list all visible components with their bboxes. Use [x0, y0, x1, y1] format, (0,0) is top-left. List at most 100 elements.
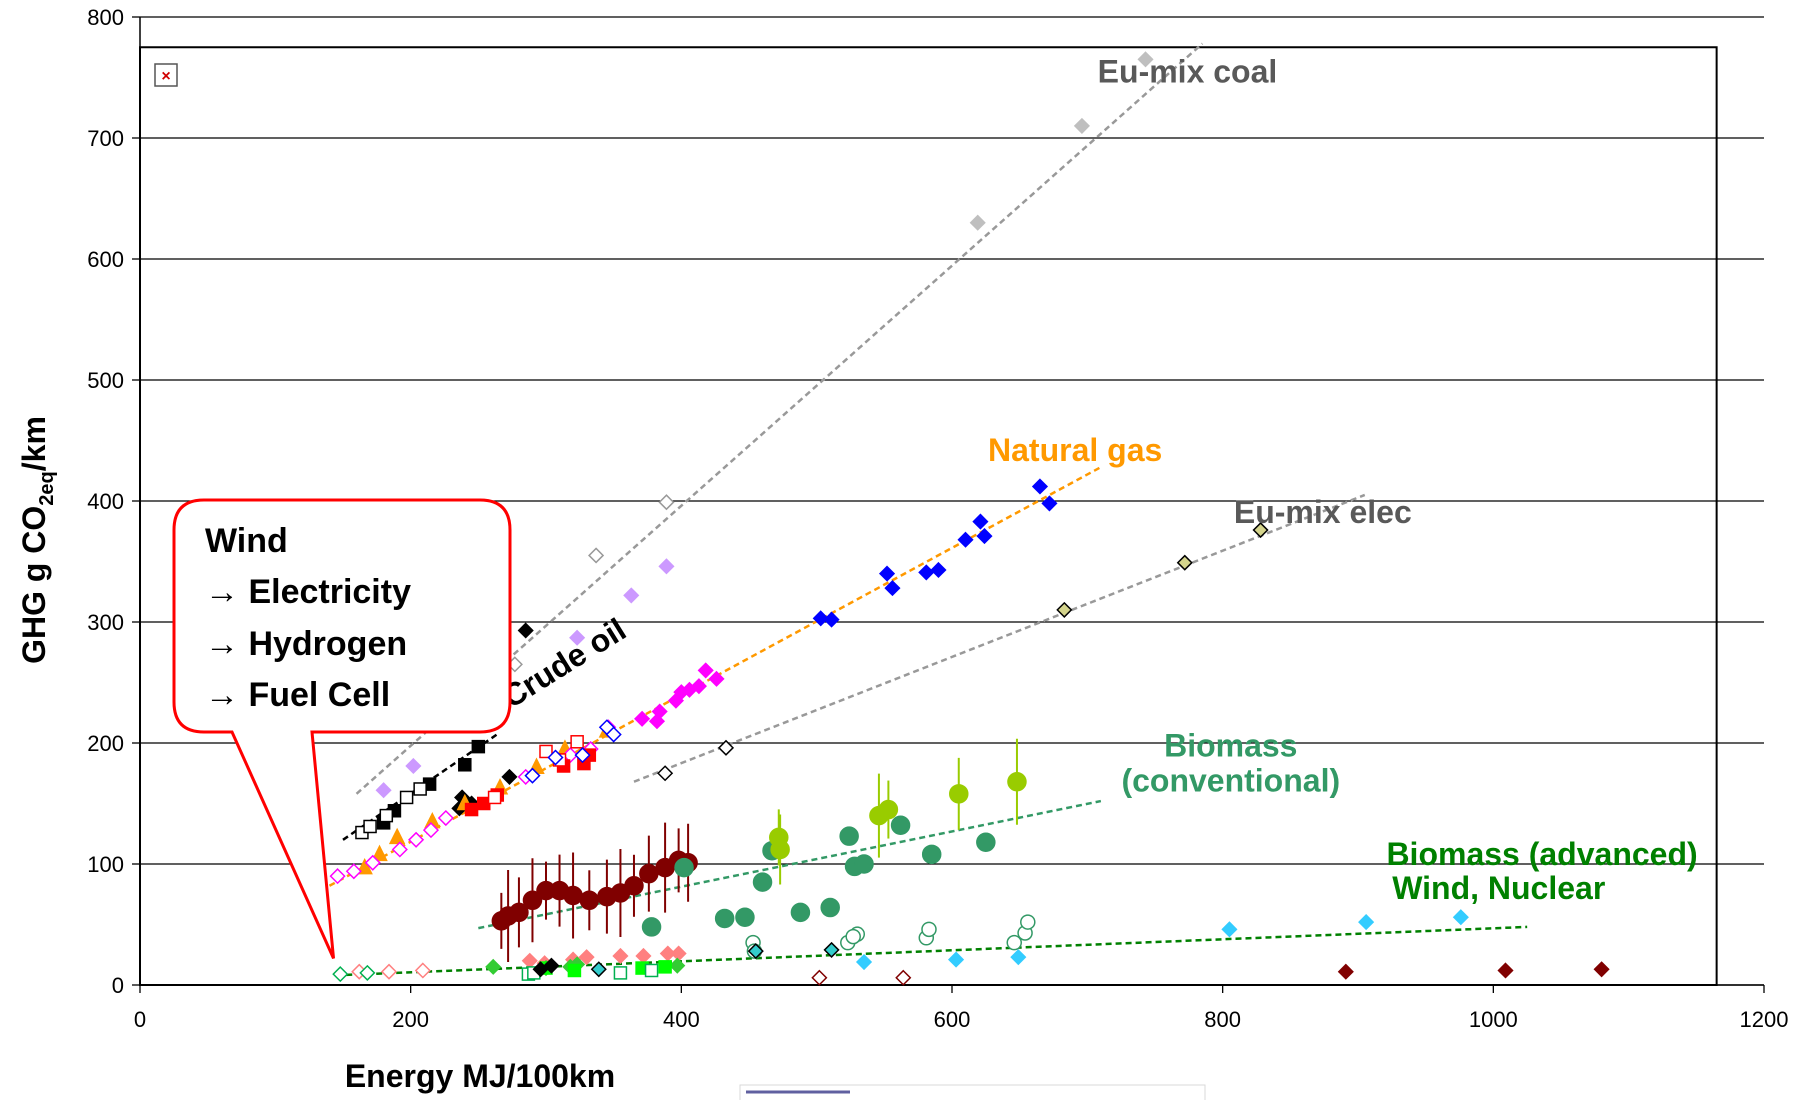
point-s20-6	[670, 945, 687, 962]
point-s16-11	[976, 832, 996, 852]
point-s12-8	[884, 580, 901, 597]
point-s11-4	[524, 767, 541, 784]
y-tick-label-600: 600	[87, 247, 124, 272]
point-s22-0	[485, 958, 502, 975]
point-s2-1	[623, 587, 640, 604]
point-s11-2	[574, 747, 591, 764]
x-tick-label-1000: 1000	[1469, 1007, 1518, 1032]
point-s11-1	[605, 726, 622, 743]
point-s2-4	[375, 782, 392, 799]
point-s2-0	[658, 558, 675, 575]
y-tick-label-500: 500	[87, 368, 124, 393]
point-s8-4	[408, 831, 425, 848]
svg-text:×: ×	[161, 68, 170, 85]
y-axis-label-subscript: 2eq	[36, 471, 58, 505]
point-s14-0	[717, 739, 735, 756]
point-s2-3	[405, 757, 422, 775]
point-s23-0	[567, 963, 582, 978]
point-s13-2	[1056, 601, 1073, 618]
annotation-adv1: Biomass (advanced)	[1386, 836, 1697, 872]
point-s16-9	[890, 815, 911, 836]
point-s7-4	[697, 662, 714, 679]
point-s21-0	[332, 966, 349, 983]
point-s18-5	[921, 921, 937, 938]
point-s0-2	[969, 214, 986, 231]
data-points	[329, 51, 1610, 986]
point-s8-2	[364, 854, 381, 871]
y-tick-label-800: 800	[87, 5, 124, 30]
point-s16-0	[674, 857, 694, 878]
point-s20-0	[521, 952, 538, 969]
point-s8-1	[345, 863, 362, 880]
y-axis-label: GHG g CO2eq/km	[16, 416, 58, 664]
point-s27-4	[1358, 914, 1375, 931]
point-s13-1	[1176, 554, 1193, 571]
y-tick-labels: 0 100 200 300 400 500 600 700 800	[87, 5, 124, 998]
point-s24-1	[613, 966, 628, 980]
point-s23-2	[658, 960, 672, 974]
point-s8-5	[422, 822, 440, 839]
point-s16-6	[839, 826, 859, 846]
point-s10-2	[539, 744, 553, 759]
point-s16-4	[790, 902, 811, 923]
point-s8-3	[391, 841, 408, 858]
point-s5-4	[379, 808, 394, 823]
y-tick-label-0: 0	[112, 973, 124, 998]
point-s18-7	[1020, 914, 1036, 930]
point-s7-7	[648, 713, 666, 730]
point-s15-9	[624, 876, 644, 896]
point-s29-0	[811, 969, 828, 986]
point-s26-0	[590, 961, 607, 978]
point-s7-3	[708, 670, 725, 687]
point-s5-1	[363, 819, 377, 834]
point-s12-10	[823, 611, 840, 628]
point-s27-2	[1010, 949, 1027, 966]
annotation-natgas: Natural gas	[988, 432, 1162, 468]
point-s17-4	[949, 784, 969, 804]
point-s11-3	[547, 749, 564, 766]
point-s7-6	[634, 710, 651, 727]
point-s1-1	[588, 547, 605, 564]
point-s28-0	[1337, 963, 1354, 980]
point-s29-1	[895, 969, 912, 986]
point-s16-12	[735, 907, 755, 927]
point-s25-1	[532, 961, 549, 978]
y-tick-label-300: 300	[87, 610, 124, 635]
point-s21-1	[359, 964, 376, 981]
annotation-adv2: Wind, Nuclear	[1392, 870, 1605, 906]
point-s1-0	[658, 494, 675, 511]
point-s12-2	[972, 513, 989, 530]
trendline-bio_conv	[478, 799, 1102, 930]
point-s27-1	[947, 951, 965, 968]
point-s8-8	[562, 747, 579, 764]
broken-image-icon: ×	[154, 63, 178, 87]
point-s8-0	[329, 868, 346, 885]
point-s5-3	[413, 782, 427, 796]
point-s18-9	[1006, 934, 1023, 951]
point-s19-1	[380, 963, 398, 980]
point-s6-2	[388, 827, 406, 845]
point-s26-1	[747, 943, 764, 960]
x-tick-label-0: 0	[134, 1007, 146, 1032]
callout-line-2: → Electricity	[205, 573, 411, 611]
y-axis-label-main: GHG g CO	[16, 506, 52, 664]
legend-stub	[739, 1084, 1206, 1100]
x-tick-label-400: 400	[663, 1007, 700, 1032]
y-tick-label-400: 400	[87, 489, 124, 514]
point-s10-1	[570, 735, 584, 749]
point-s8-6	[437, 809, 454, 827]
y-tick-label-100: 100	[87, 852, 124, 877]
point-s10-0	[487, 790, 502, 805]
callout-line-1: Wind	[205, 522, 288, 560]
point-s24-2	[644, 963, 659, 978]
point-s5-2	[399, 790, 414, 805]
point-s6-0	[356, 857, 373, 875]
x-tick-label-800: 800	[1204, 1007, 1241, 1032]
point-s20-3	[612, 947, 629, 965]
point-s15-2	[522, 890, 543, 911]
point-s12-7	[878, 565, 896, 582]
callout-shape	[172, 498, 512, 959]
point-s3-0	[517, 622, 534, 639]
point-s12-1	[1041, 495, 1058, 512]
